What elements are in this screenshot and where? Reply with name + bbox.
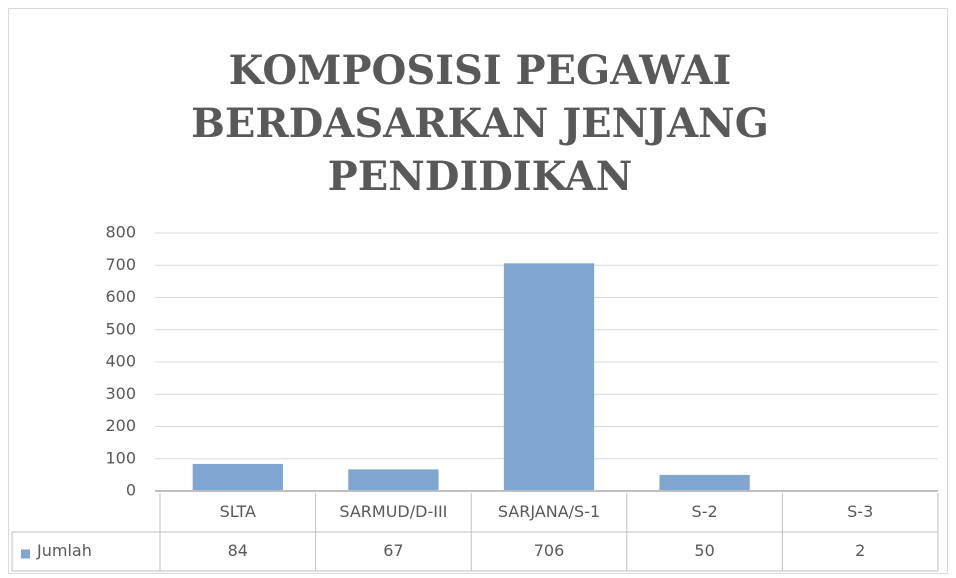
y-tick-label: 700 [105,255,136,274]
bar [348,469,439,491]
table-value: 67 [383,541,403,560]
x-tick-label: S-2 [692,502,718,521]
table-value: 706 [534,541,565,560]
bar [503,263,595,491]
x-tick-label: SLTA [220,502,256,521]
bar [192,463,283,491]
chart-frame [8,8,948,574]
table-value: 2 [855,541,865,560]
bar [659,474,750,491]
y-tick-label: 100 [105,448,136,467]
y-tick-label: 0 [126,481,136,500]
y-tick-label: 500 [105,319,136,338]
table-value: 50 [694,541,714,560]
table-value: 84 [228,541,248,560]
y-tick-label: 300 [105,384,136,403]
x-tick-label: SARJANA/S-1 [498,502,600,521]
x-tick-label: S-3 [847,502,873,521]
y-tick-label: 800 [105,223,136,242]
legend-label: Jumlah [36,541,92,560]
y-tick-label: 600 [105,287,136,306]
legend-swatch [21,549,30,559]
x-tick-label: SARMUD/D-III [339,502,447,521]
y-tick-label: 400 [105,352,136,371]
y-tick-label: 200 [105,416,136,435]
chart-title: KOMPOSISI PEGAWAI BERDASARKAN JENJANG PE… [191,47,769,200]
